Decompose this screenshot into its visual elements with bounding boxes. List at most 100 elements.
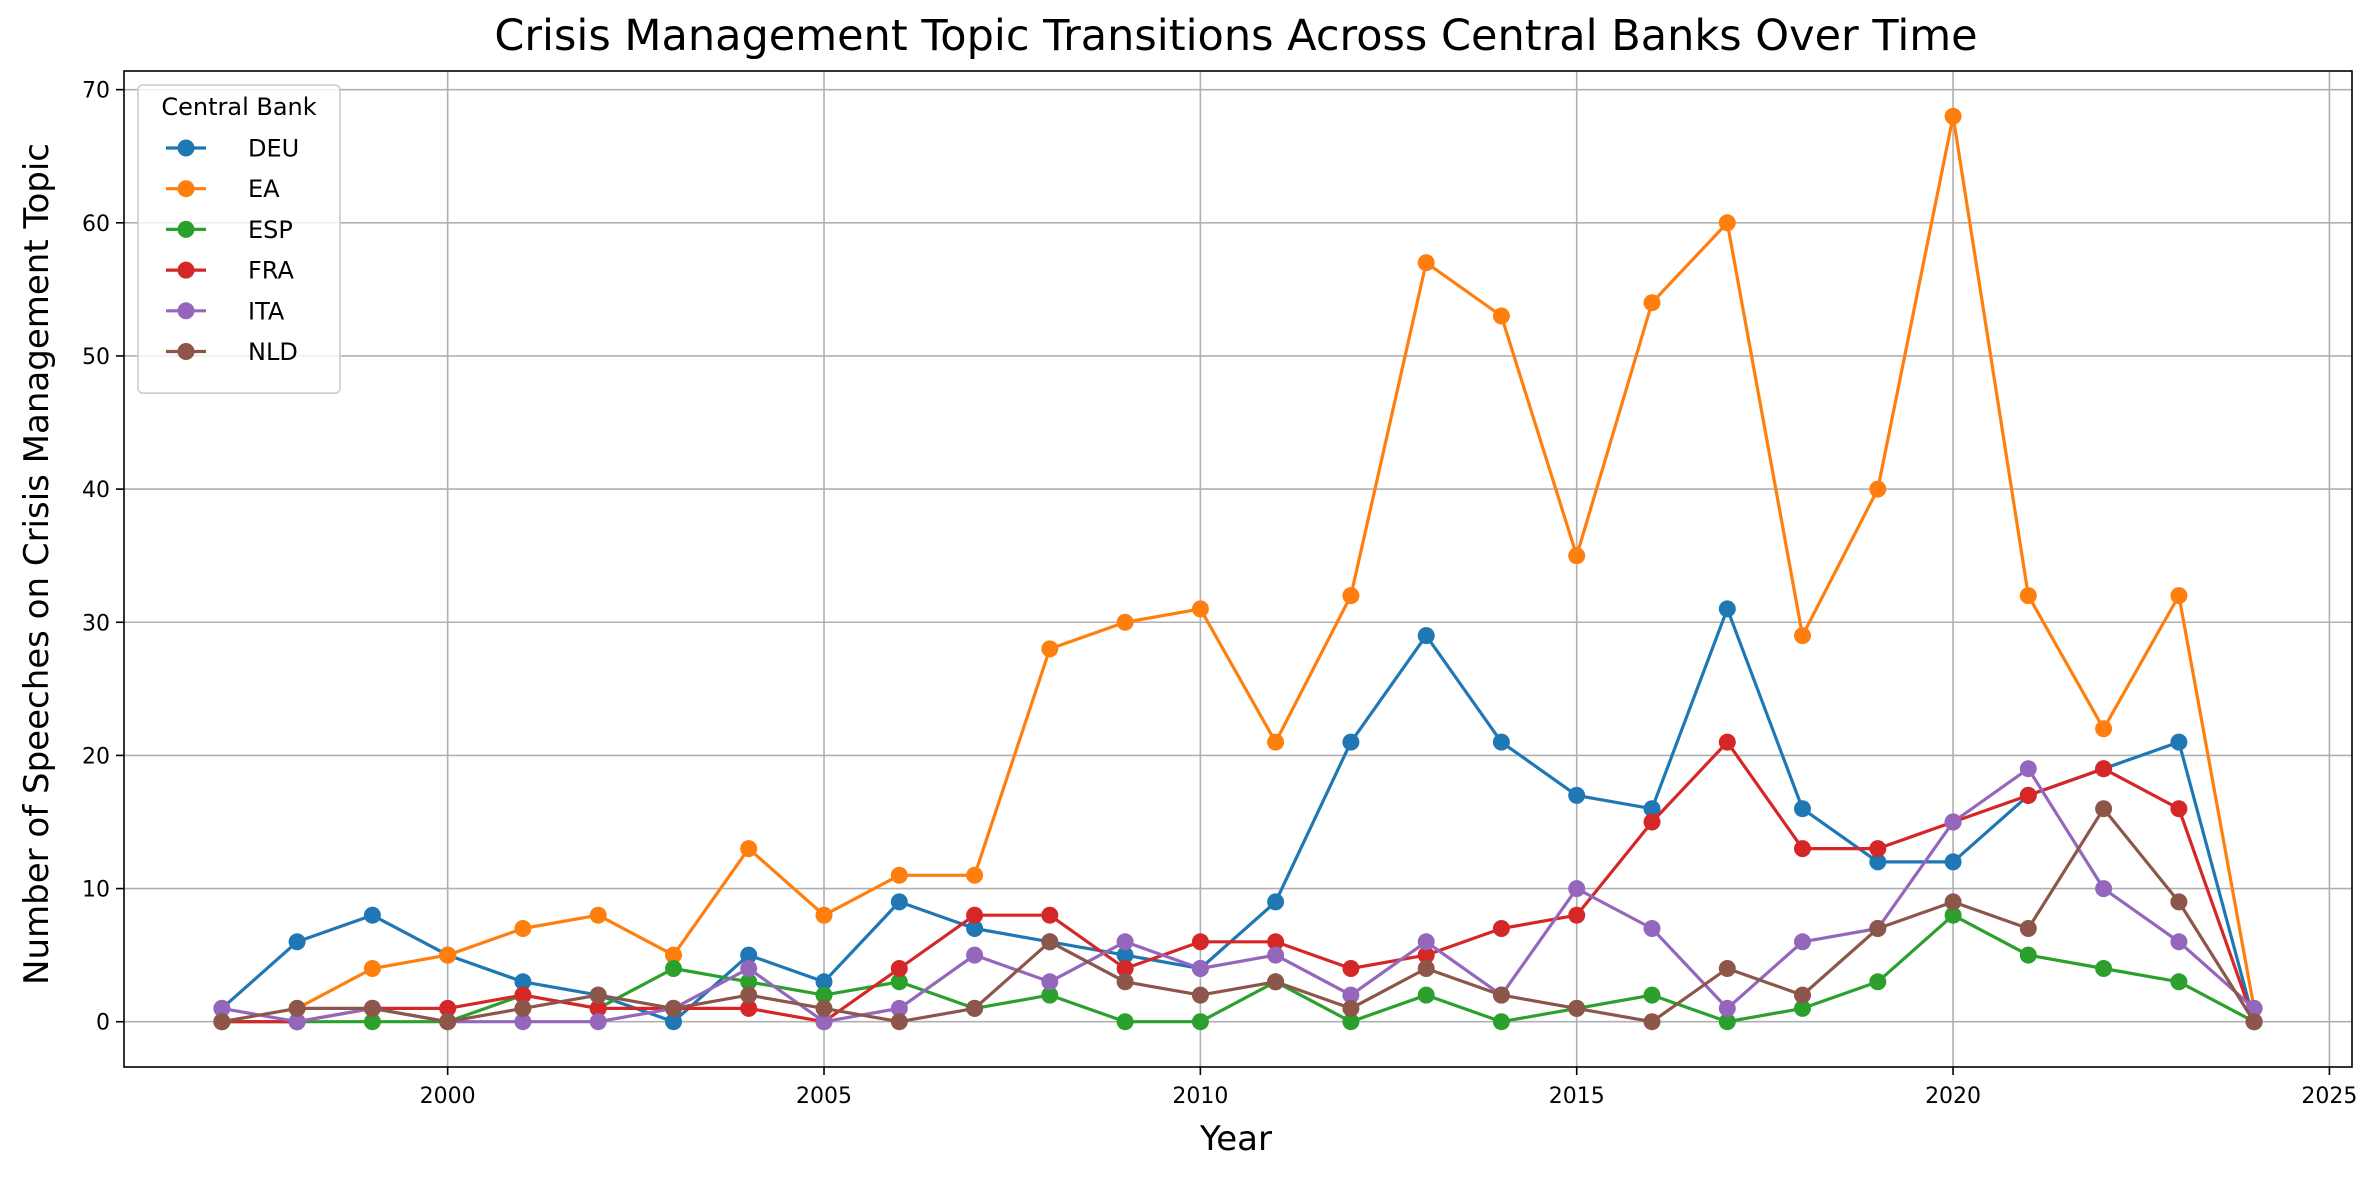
data-point	[1718, 733, 1736, 751]
x-tick-label: 2005	[796, 1084, 852, 1109]
y-axis-label: Number of Speeches on Crisis Management …	[17, 143, 57, 985]
data-point	[1718, 1013, 1736, 1031]
legend-marker	[177, 180, 195, 198]
legend: Central Bank DEU EA ESP FRA ITA NLD	[137, 84, 341, 395]
data-point	[1417, 627, 1435, 645]
data-point	[1342, 587, 1360, 605]
data-point	[1718, 214, 1736, 232]
legend-label: ITA	[248, 297, 285, 325]
data-point	[1342, 999, 1360, 1017]
y-tick-label: 40	[82, 478, 110, 503]
y-tick-label: 20	[82, 744, 110, 769]
data-point	[213, 1013, 231, 1031]
data-point	[1041, 906, 1059, 924]
data-point	[2019, 587, 2037, 605]
data-point	[2019, 920, 2037, 937]
x-axis-label: Year	[1199, 1119, 1272, 1159]
data-point	[213, 999, 231, 1017]
data-point	[2019, 760, 2037, 778]
series-line-ita	[221, 767, 2256, 1024]
data-point	[966, 920, 984, 937]
x-tick-label: 2025	[2301, 1084, 2357, 1109]
data-point	[439, 999, 457, 1017]
data-point	[740, 946, 758, 964]
data-point	[1191, 960, 1209, 977]
data-point	[1191, 1013, 1209, 1031]
data-point	[2170, 733, 2188, 751]
y-tick-label: 70	[82, 79, 110, 104]
data-point	[1643, 986, 1661, 1004]
plot-frame	[123, 70, 2353, 1068]
data-point	[2095, 800, 2113, 818]
data-point	[1417, 254, 1435, 272]
data-point	[890, 960, 908, 977]
data-point	[1718, 960, 1736, 977]
data-point	[1718, 600, 1736, 618]
data-point	[1718, 999, 1736, 1017]
legend-marker	[177, 220, 195, 238]
data-point	[740, 840, 758, 858]
legend-frame	[137, 84, 341, 395]
data-point	[1568, 999, 1586, 1017]
data-point	[1643, 800, 1661, 818]
data-point	[740, 960, 758, 977]
data-point	[1944, 893, 1962, 911]
data-point	[1869, 840, 1887, 858]
data-point	[665, 946, 682, 964]
data-point	[589, 1013, 607, 1031]
data-point	[1794, 800, 1811, 818]
data-point	[1267, 946, 1285, 964]
data-point	[1643, 813, 1661, 831]
data-point	[2095, 760, 2113, 778]
data-point	[1944, 906, 1962, 924]
data-point	[1492, 920, 1510, 937]
legend-marker	[177, 343, 195, 360]
data-point	[2095, 720, 2113, 738]
data-point	[1116, 1013, 1134, 1031]
grid-lines	[124, 71, 2352, 1067]
data-point	[1191, 933, 1209, 951]
data-point	[665, 960, 682, 977]
data-point	[514, 1013, 532, 1031]
data-point	[740, 999, 758, 1017]
data-point	[890, 973, 908, 991]
data-point	[966, 906, 984, 924]
y-tick-label: 10	[82, 878, 110, 903]
data-point	[2095, 880, 2113, 898]
data-point	[815, 973, 833, 991]
data-point	[514, 986, 532, 1004]
data-point	[1643, 1013, 1661, 1031]
data-point	[1342, 986, 1360, 1004]
data-point	[815, 906, 833, 924]
data-point	[1568, 906, 1586, 924]
data-point	[1568, 547, 1586, 565]
data-point	[1869, 973, 1887, 991]
series-line-nld	[221, 807, 2256, 1024]
data-point	[740, 986, 758, 1004]
data-point	[1041, 640, 1059, 658]
data-point	[514, 973, 532, 991]
data-point	[1492, 986, 1510, 1004]
data-point	[1267, 893, 1285, 911]
legend-item-fra: FRA	[166, 257, 295, 285]
legend-label: FRA	[248, 257, 295, 285]
data-point	[1267, 973, 1285, 991]
data-point	[1944, 107, 1962, 125]
data-point	[1568, 880, 1586, 898]
data-point	[1116, 613, 1134, 631]
data-point	[665, 1013, 682, 1031]
data-point	[815, 986, 833, 1004]
data-point	[1568, 786, 1586, 804]
data-point	[589, 986, 607, 1004]
data-point	[1191, 600, 1209, 618]
legend-item-ita: ITA	[166, 297, 285, 325]
x-tick-label: 2015	[1549, 1084, 1605, 1109]
series-line-deu	[220, 607, 2256, 1024]
data-point	[1869, 853, 1887, 871]
data-point	[514, 920, 532, 937]
legend-label: DEU	[248, 135, 299, 163]
data-point	[890, 866, 908, 884]
legend-label: EA	[248, 175, 280, 203]
